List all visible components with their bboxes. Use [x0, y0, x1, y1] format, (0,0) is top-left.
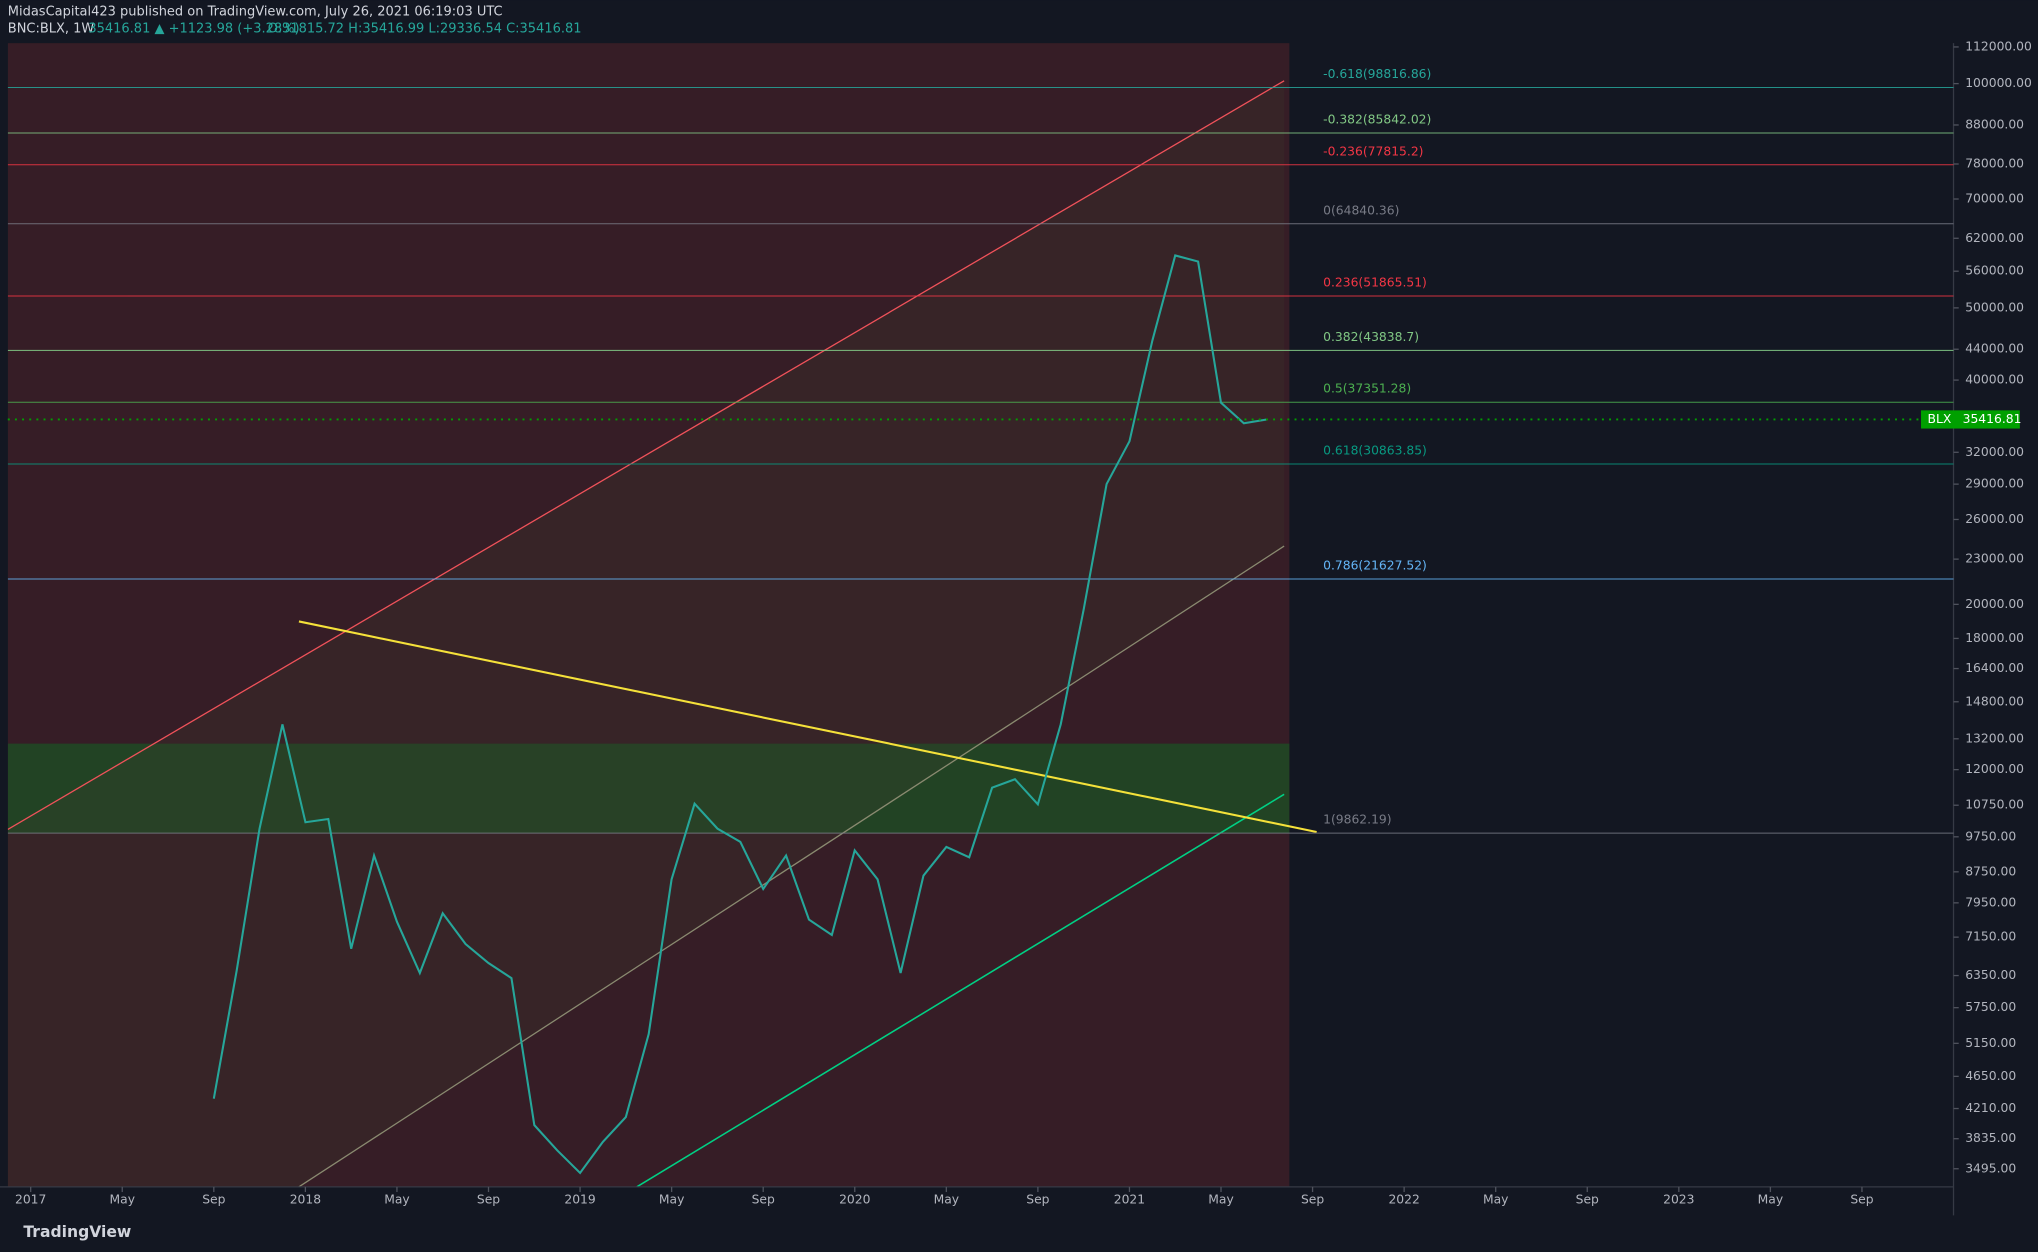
y-tick-label: 20000.00	[1965, 597, 2024, 611]
x-tick-label: May	[1208, 1192, 1234, 1206]
change: 35416.81 ▲ +1123.98 (+3.28%)	[88, 21, 299, 36]
red-zone	[7, 43, 1290, 1187]
y-tick-label: 44000.00	[1965, 342, 2024, 356]
x-tick-label: 2017	[15, 1192, 46, 1206]
y-tick-label: 7950.00	[1965, 895, 2016, 909]
mid-trendline	[298, 545, 1285, 1187]
plot	[7, 86, 1954, 1175]
last-price-box	[1921, 410, 2020, 429]
y-tick-label: 8750.00	[1965, 864, 2016, 878]
y-tick-label: 12000.00	[1965, 762, 2024, 776]
x-tick-label: May	[110, 1192, 135, 1206]
fib-label: -0.236(77815.2)	[1323, 144, 1423, 158]
price-line	[212, 254, 1267, 1175]
y-tick-label: 70000.00	[1965, 192, 2024, 206]
fib-label: -0.618(98816.86)	[1323, 67, 1431, 81]
drawings	[7, 43, 1317, 1187]
fib-label: 0(64840.36)	[1323, 203, 1399, 217]
y-tick-label: 78000.00	[1965, 156, 2024, 170]
x-tick-label: Sep	[477, 1192, 500, 1206]
green-zone	[7, 743, 1290, 834]
last-price-label: 35416.81	[1963, 412, 2022, 426]
fib-label: 0.618(30863.85)	[1323, 443, 1427, 457]
x-tick-label: 2018	[290, 1192, 321, 1206]
x-tick-label: 2021	[1114, 1192, 1145, 1206]
fib-label: 0.382(43838.7)	[1323, 330, 1419, 344]
y-tick-label: 7150.00	[1965, 930, 2016, 944]
y-tick-label: 23000.00	[1965, 552, 2024, 566]
lower-trendline	[636, 793, 1285, 1187]
x-tick-label: Sep	[1026, 1192, 1049, 1206]
y-tick-label: 40000.00	[1965, 373, 2024, 387]
fib-label: 1(9862.19)	[1323, 813, 1391, 827]
x-tick-label: Sep	[202, 1192, 225, 1206]
x-tick-label: Sep	[1576, 1192, 1599, 1206]
y-tick-label: 6350.00	[1965, 968, 2016, 982]
fib-label: -0.382(85842.02)	[1323, 113, 1431, 127]
symbol: BNC:BLX, 1W	[8, 21, 95, 36]
y-tick-label: 5150.00	[1965, 1036, 2016, 1050]
x-tick-label: May	[1483, 1192, 1509, 1206]
y-tick-label: 62000.00	[1965, 231, 2024, 245]
ohlc: O:31815.72 H:35416.99 L:29336.54 C:35416…	[268, 21, 582, 36]
last-price-name: BLX	[1928, 412, 1952, 426]
x-tick-label: 2023	[1663, 1192, 1694, 1206]
fib-label: 0.786(21627.52)	[1323, 559, 1427, 573]
fib-label: 0.5(37351.28)	[1323, 382, 1411, 396]
x-tick-label: May	[384, 1192, 410, 1206]
y-tick-label: 112000.00	[1965, 39, 2032, 53]
y-tick-label: 56000.00	[1965, 264, 2024, 278]
y-tick-label: 5750.00	[1965, 1000, 2016, 1014]
y-tick-label: 14800.00	[1965, 694, 2024, 708]
y-tick-label: 29000.00	[1965, 477, 2024, 491]
y-tick-label: 32000.00	[1965, 445, 2024, 459]
x-tick-label: Sep	[1850, 1192, 1873, 1206]
y-tick-label: 26000.00	[1965, 512, 2024, 526]
x-tick-label: 2020	[839, 1192, 871, 1206]
y-tick-label: 50000.00	[1965, 300, 2024, 314]
yellow-trendline	[298, 620, 1317, 834]
x-tick-label: May	[934, 1192, 960, 1206]
y-tick-label: 16400.00	[1965, 661, 2024, 675]
x-tick-label: 2019	[564, 1192, 595, 1206]
y-tick-label: 10750.00	[1965, 798, 2024, 812]
y-tick-label: 3835.00	[1965, 1131, 2016, 1145]
x-tick-label: Sep	[752, 1192, 775, 1206]
x-tick-label: Sep	[1301, 1192, 1324, 1206]
upper-trendline	[7, 80, 1285, 830]
fib-label: 0.236(51865.51)	[1323, 276, 1427, 290]
y-tick-label: 100000.00	[1965, 76, 2032, 90]
y-tick-label: 9750.00	[1965, 829, 2016, 843]
y-tick-label: 13200.00	[1965, 731, 2024, 745]
channel-fill	[7, 80, 1285, 1187]
x-tick-label: May	[659, 1192, 685, 1206]
x-tick-label: 2022	[1388, 1192, 1419, 1206]
y-tick-label: 88000.00	[1965, 117, 2024, 131]
publisher: MidasCapital423 published on TradingView…	[8, 4, 503, 19]
y-tick-label: 4650.00	[1965, 1069, 2016, 1083]
footer-logo: TradingView	[23, 1223, 131, 1241]
y-tick-label: 18000.00	[1965, 631, 2024, 645]
x-tick-label: May	[1758, 1192, 1784, 1206]
y-tick-label: 4210.00	[1965, 1101, 2016, 1115]
y-tick-label: 3495.00	[1965, 1161, 2016, 1175]
